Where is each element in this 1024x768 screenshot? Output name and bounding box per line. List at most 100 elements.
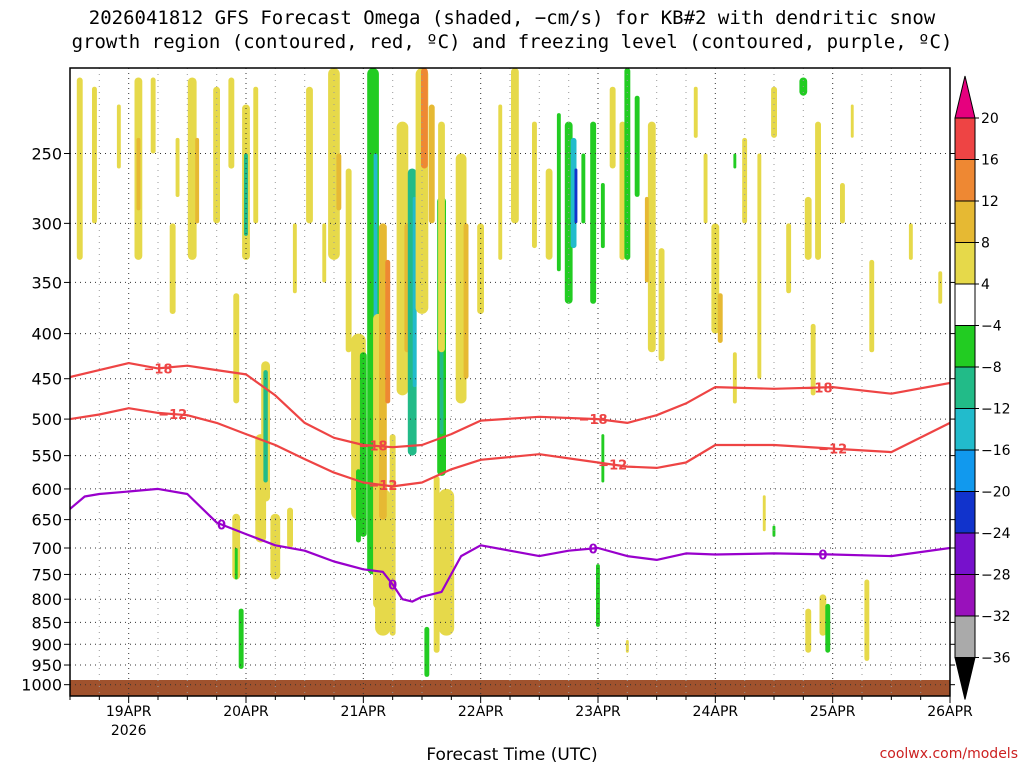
omega-cell: [428, 104, 435, 224]
omega-cell: [532, 121, 537, 249]
omega-cell: [864, 579, 870, 661]
y-tick-label: 850: [31, 613, 62, 632]
y-tick-label: 950: [31, 656, 62, 675]
omega-cell: [772, 525, 776, 537]
colorbar-bin: [954, 75, 976, 119]
omega-cell: [438, 121, 445, 353]
colorbar-bin: [954, 615, 976, 658]
colorbar-label: 8: [981, 236, 990, 252]
omega-cell: [511, 68, 519, 224]
omega-cell: [253, 86, 259, 224]
omega-cell: [421, 68, 428, 169]
omega-cell: [287, 507, 293, 548]
x-tick-label: 20APR: [223, 704, 269, 720]
omega-cell: [647, 121, 656, 353]
omega-cell: [619, 121, 626, 260]
omega-cell: [658, 248, 665, 362]
contour-label: −18: [144, 362, 173, 377]
contour-label: −18: [359, 440, 388, 455]
y-tick-label: 700: [31, 539, 62, 558]
colorbar-bin: [954, 574, 976, 617]
omega-cell: [644, 196, 649, 283]
x-tick-label: 26APR: [927, 704, 973, 720]
contour-label: −18: [804, 382, 833, 397]
omega-cell: [625, 640, 629, 653]
contour-line: [70, 362, 950, 449]
omega-cell: [187, 77, 197, 260]
omega-cell: [815, 121, 821, 260]
colorbar-label: 16: [981, 153, 999, 169]
omega-cell: [938, 271, 943, 304]
colorbar: 20 16 12 8 4 −4 −8 −12 −16 −20 −24 −28 −32 −36: [954, 75, 1011, 700]
y-tick-label: 350: [31, 273, 62, 292]
omega-cell: [306, 86, 313, 224]
omega-cell: [840, 183, 845, 224]
omega-cell: [581, 153, 586, 224]
omega-cell: [786, 223, 792, 294]
omega-cell: [600, 183, 605, 249]
y-tick-label: 750: [31, 565, 62, 584]
omega-cell: [733, 153, 737, 169]
contour-line: [70, 487, 950, 603]
omega-cell: [804, 196, 812, 260]
omega-cell: [76, 77, 83, 260]
ground-band: [70, 680, 950, 696]
x-axis-title: Forecast Time (UTC): [426, 745, 598, 765]
contour-label: −12: [368, 479, 397, 494]
omega-cell: [742, 137, 748, 224]
axis-layer: 250 300 350 400 450 500 550 600 650 700 750 800 850 9…: [21, 144, 973, 739]
chart-title-line-1: 2026041812 GFS Forecast Omega (shaded, −…: [88, 7, 936, 29]
y-tick-label: 550: [31, 447, 62, 466]
omega-cell: [624, 68, 631, 260]
colorbar-label: −16: [981, 443, 1011, 459]
colorbar-label: −20: [981, 485, 1011, 501]
omega-cell: [545, 168, 553, 260]
colorbar-label: −24: [981, 526, 1011, 542]
x-tick-label: 19APR: [106, 704, 152, 720]
colorbar-bin: [954, 200, 976, 243]
colorbar-label: −28: [981, 568, 1011, 584]
omega-cell: [234, 548, 238, 580]
omega-cell: [596, 564, 600, 627]
colorbar-bin: [954, 117, 976, 160]
omega-cell: [498, 104, 503, 260]
colorbar-bin: [954, 491, 976, 534]
colorbar-label: −12: [981, 402, 1011, 418]
omega-cell: [195, 137, 200, 224]
omega-cell: [292, 223, 297, 294]
omega-cell: [757, 153, 762, 379]
contour-label: −12: [158, 408, 187, 423]
contour-label: 0: [217, 518, 226, 533]
contour-label: −18: [579, 413, 608, 428]
colorbar-label: −32: [981, 609, 1011, 625]
colorbar-bin: [954, 408, 976, 451]
omega-cell: [590, 121, 597, 304]
y-tick-label: 800: [31, 590, 62, 609]
omega-cell: [328, 68, 340, 260]
x-tick-label: 24APR: [693, 704, 739, 720]
omega-cell: [238, 608, 244, 669]
omega-cell: [336, 153, 342, 211]
contour-label: −12: [598, 459, 627, 474]
omega-cell: [433, 476, 440, 653]
omega-cell: [463, 223, 469, 379]
x-tick-label: 25APR: [810, 704, 856, 720]
y-tick-label: 900: [31, 635, 62, 654]
omega-cell: [819, 594, 827, 636]
omega-cell: [556, 113, 561, 272]
omega-cell: [601, 434, 605, 483]
credit-text: coolwx.com/models: [879, 746, 1018, 762]
colorbar-bin: [954, 159, 976, 202]
colorbar-label: −36: [981, 651, 1011, 667]
colorbar-bin: [954, 242, 976, 285]
colorbar-label: −4: [981, 319, 1002, 335]
contour-layer: −18 −18 −18 −18 −12 −12 −12 −12 0 0 0 0: [70, 362, 950, 603]
contour-label: 0: [589, 542, 598, 557]
omega-cell: [850, 104, 854, 138]
omega-cell: [385, 259, 391, 404]
omega-cell: [771, 86, 777, 138]
omega-cell: [116, 104, 121, 169]
omega-cell: [270, 513, 281, 580]
contour-label: 0: [818, 548, 827, 563]
